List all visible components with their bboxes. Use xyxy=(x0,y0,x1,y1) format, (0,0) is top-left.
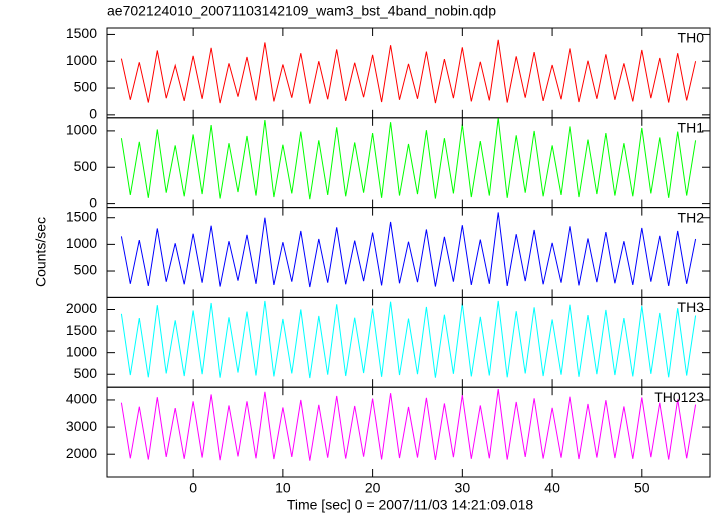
x-tick-label: 30 xyxy=(455,480,471,496)
panel-label: TH3 xyxy=(678,299,705,315)
data-line xyxy=(120,117,697,200)
data-line xyxy=(120,300,697,379)
y-tick-label: 500 xyxy=(74,158,98,174)
data-line xyxy=(120,389,697,461)
y-tick-label: 2000 xyxy=(66,300,97,316)
y-tick-label: 1500 xyxy=(66,208,97,224)
y-tick-label: 1000 xyxy=(66,122,97,138)
y-axis-label: Counts/sec xyxy=(33,217,49,287)
data-line xyxy=(120,212,697,288)
panel-label: TH0123 xyxy=(654,389,704,405)
y-tick-label: 0 xyxy=(89,194,97,210)
y-tick-label: 500 xyxy=(74,365,98,381)
panel-label: TH2 xyxy=(678,209,705,225)
data-line xyxy=(120,39,697,104)
panel-label: TH1 xyxy=(678,120,705,136)
panel-label: TH0 xyxy=(678,30,705,46)
y-tick-label: 1000 xyxy=(66,52,97,68)
y-tick-label: 3000 xyxy=(66,418,97,434)
y-tick-label: 1000 xyxy=(66,343,97,359)
chart-title: ae702124010_20071103142109_wam3_bst_4ban… xyxy=(107,3,496,19)
x-tick-label: 20 xyxy=(365,480,381,496)
x-tick-label: 10 xyxy=(275,480,291,496)
y-tick-label: 0 xyxy=(89,106,97,122)
x-tick-label: 50 xyxy=(634,480,650,496)
y-tick-label: 2000 xyxy=(66,445,97,461)
x-axis-label: Time [sec] 0 = 2007/11/03 14:21:09.018 xyxy=(287,497,534,513)
y-tick-label: 1500 xyxy=(66,25,97,41)
panel-frame xyxy=(106,207,711,298)
y-tick-label: 500 xyxy=(74,262,98,278)
y-tick-label: 500 xyxy=(74,79,98,95)
panel-frame xyxy=(106,27,711,119)
x-tick-label: 40 xyxy=(544,480,560,496)
x-tick-label: 0 xyxy=(189,480,197,496)
y-tick-label: 4000 xyxy=(66,391,97,407)
panel-frame xyxy=(106,386,711,478)
y-tick-label: 1500 xyxy=(66,322,97,338)
y-tick-label: 1000 xyxy=(66,235,97,251)
